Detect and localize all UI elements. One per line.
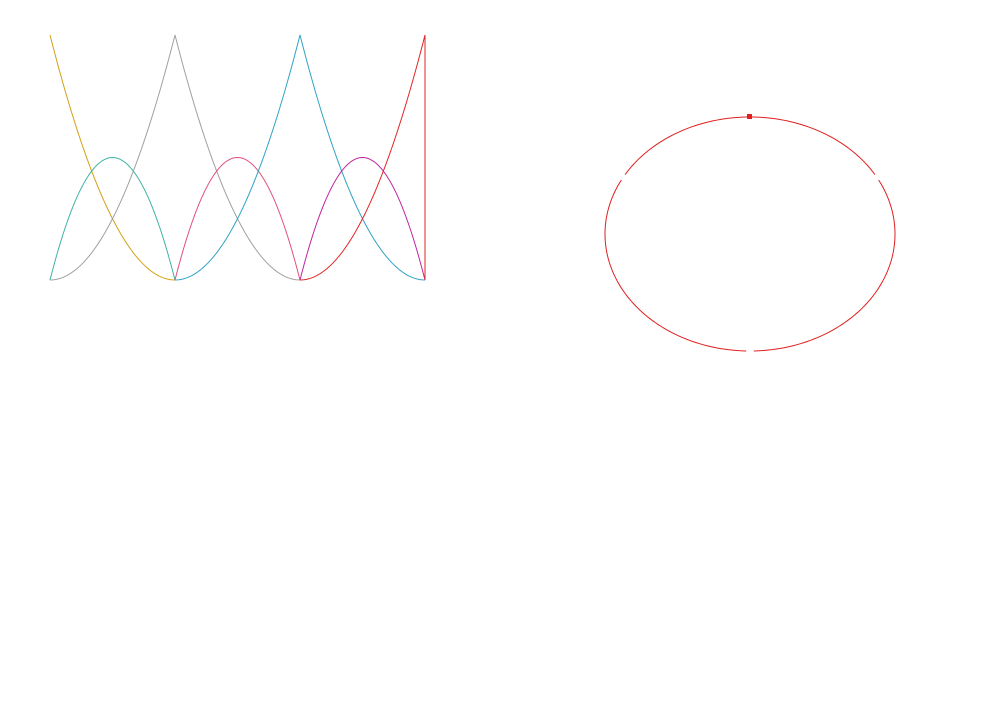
basis-curve bbox=[299, 34, 426, 281]
ellipse-arc bbox=[604, 179, 747, 352]
basis-curve bbox=[299, 156, 426, 281]
basis-curve bbox=[174, 34, 426, 281]
basis-curve bbox=[49, 34, 301, 281]
ellipse-arc bbox=[753, 179, 896, 352]
basis-curve bbox=[174, 156, 301, 281]
basis-curve bbox=[49, 156, 176, 281]
control-point bbox=[747, 114, 752, 119]
ellipse-arc bbox=[624, 116, 876, 175]
